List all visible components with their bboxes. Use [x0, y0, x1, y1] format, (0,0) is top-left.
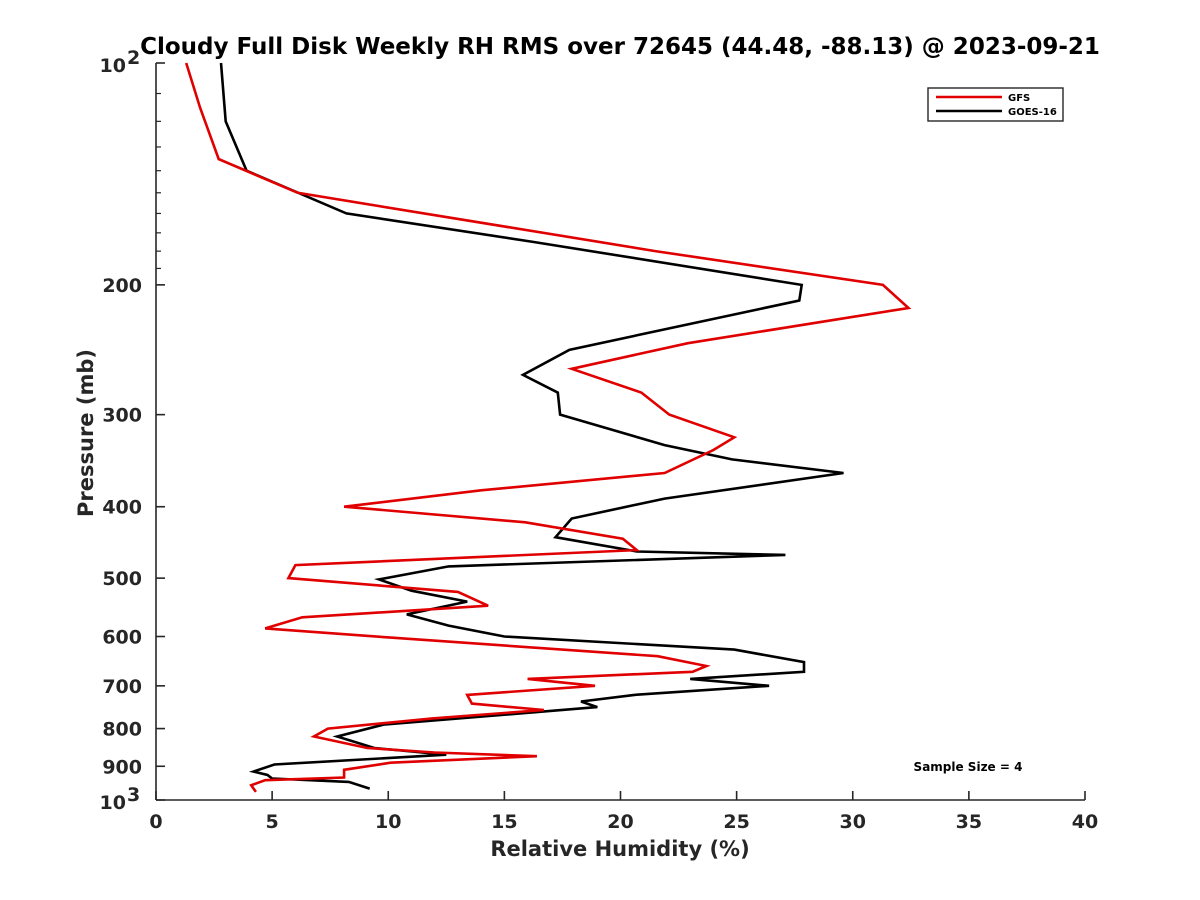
- series-line-goes-16: [219, 62, 844, 790]
- x-tick-label: 25: [723, 811, 749, 833]
- x-tick-label: 35: [956, 811, 982, 833]
- y-tick-label: 300: [102, 405, 142, 427]
- x-tick-label: 40: [1072, 811, 1098, 833]
- y-tick-label: 700: [102, 676, 142, 698]
- y-tick-exponent: 2: [127, 47, 140, 69]
- x-axis-label: Relative Humidity (%): [490, 837, 749, 861]
- y-tick-label: 900: [102, 756, 142, 778]
- y-tick-label: 10: [100, 55, 126, 77]
- sample-size-annotation: Sample Size = 4: [914, 760, 1023, 774]
- x-tick-label: 30: [840, 811, 866, 833]
- legend-label: GOES-16: [1008, 107, 1057, 118]
- y-tick-label: 600: [102, 626, 142, 648]
- y-tick-label: 400: [102, 497, 142, 519]
- x-tick-label: 15: [491, 811, 517, 833]
- legend: GFS GOES-16: [927, 87, 1064, 122]
- plot-area: [184, 62, 912, 793]
- series-line-gfs: [184, 62, 912, 793]
- x-tick-label: 0: [149, 811, 162, 833]
- y-axis-label: Pressure (mb): [74, 349, 98, 517]
- x-tick-label: 10: [375, 811, 401, 833]
- y-tick-label: 800: [102, 719, 142, 741]
- y-tick-label: 200: [102, 275, 142, 297]
- y-tick-exponent: 3: [127, 784, 140, 806]
- x-tick-label: 20: [607, 811, 633, 833]
- y-tick-label: 10: [100, 792, 126, 814]
- chart-title: Cloudy Full Disk Weekly RH RMS over 7264…: [140, 34, 1100, 60]
- x-tick-label: 5: [266, 811, 279, 833]
- y-tick-label: 500: [102, 568, 142, 590]
- legend-box: [927, 87, 1064, 122]
- legend-label: GFS: [1008, 93, 1030, 104]
